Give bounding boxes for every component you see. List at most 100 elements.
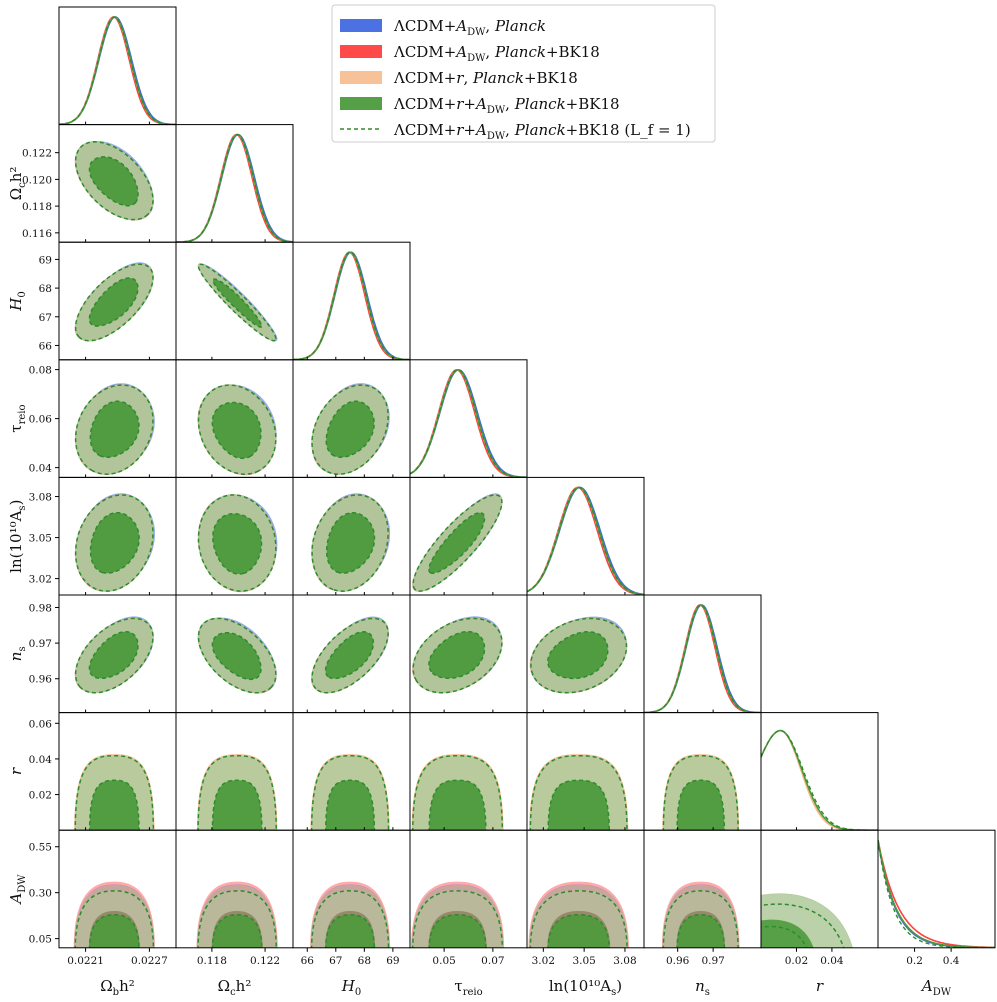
pdf-curve bbox=[293, 251, 410, 360]
contour-panel-r-vs-ombh2 bbox=[74, 754, 155, 831]
contour-68-green bbox=[89, 278, 138, 327]
pdf-curve bbox=[644, 604, 761, 713]
contour-68-green bbox=[429, 914, 486, 948]
legend-item: ΛCDM+ADW, Planck+BK18 bbox=[340, 43, 600, 64]
contour-panel-ns-vs-lnAs bbox=[529, 616, 628, 694]
x-tick-label: 0.0221 bbox=[67, 955, 104, 967]
contour-panel-r-vs-omch2 bbox=[197, 754, 278, 831]
contour-95-dashed bbox=[530, 617, 628, 694]
pdf-curve bbox=[293, 251, 410, 360]
contour-panel-r-vs-ns bbox=[662, 754, 740, 831]
contour-68-green bbox=[89, 780, 139, 831]
pdf-curve bbox=[293, 251, 410, 360]
x-axis-label-lnAs: ln(10¹⁰As) bbox=[549, 977, 622, 997]
x-tick-label: 68 bbox=[358, 955, 371, 967]
x-tick-label: 0.2 bbox=[906, 955, 923, 967]
contour-68-green bbox=[325, 631, 374, 679]
y-tick-label: 0.05 bbox=[29, 934, 52, 946]
y-tick-label: 0.122 bbox=[22, 148, 52, 160]
legend-item: ΛCDM+r, Planck+BK18 bbox=[340, 69, 578, 87]
x-tick-label: 69 bbox=[386, 955, 399, 967]
x-tick-label: 0.4 bbox=[943, 955, 960, 967]
contour-68-green bbox=[429, 780, 486, 831]
y-tick-label: 0.30 bbox=[29, 888, 52, 900]
contour-68-dashed bbox=[428, 913, 487, 948]
contour-68-green bbox=[213, 279, 262, 328]
contour-panel-ns-vs-ombh2 bbox=[74, 616, 154, 694]
y-tick-label: 0.120 bbox=[22, 174, 52, 186]
legend-item: ΛCDM+ADW, Planck bbox=[340, 17, 546, 38]
y-tick-label: 0.97 bbox=[29, 638, 52, 650]
contour-68-dashed bbox=[88, 630, 139, 680]
legend-swatch bbox=[340, 71, 382, 84]
contour-panel-tau_reio-vs-H0 bbox=[311, 383, 390, 475]
contour-68-green bbox=[326, 401, 375, 458]
pdf-curve bbox=[59, 16, 176, 125]
contour-68-dashed bbox=[325, 913, 376, 948]
x-tick-label: 67 bbox=[329, 955, 342, 967]
x-tick-label: 0.118 bbox=[197, 955, 227, 967]
contour-68-green bbox=[89, 914, 139, 948]
contour-68-dashed bbox=[761, 925, 808, 948]
pdf-curve bbox=[527, 486, 644, 595]
contour-panel-A_DW-vs-H0 bbox=[310, 881, 391, 948]
legend-item: ΛCDM+r+ADW, Planck+BK18 bbox=[340, 95, 620, 116]
contour-panel-H0-vs-ombh2 bbox=[74, 262, 154, 342]
pdf-curve bbox=[878, 840, 995, 948]
contour-68-green bbox=[90, 512, 140, 574]
pdf-curve bbox=[293, 251, 410, 360]
pdf-curve bbox=[176, 133, 293, 243]
contour-panel-r-vs-H0 bbox=[310, 754, 390, 831]
pdf-curve bbox=[644, 604, 761, 713]
pdf-curve bbox=[878, 840, 995, 948]
pdf-curve bbox=[761, 729, 878, 831]
contour-68-dashed bbox=[212, 278, 263, 328]
contour-68-dashed bbox=[325, 511, 376, 574]
legend-label: ΛCDM+ADW, Planck bbox=[393, 17, 546, 38]
contour-95-dashed bbox=[529, 754, 628, 831]
contour-95-dashed bbox=[197, 384, 277, 475]
pdf-curve bbox=[644, 604, 761, 713]
x-axis-label-ns: ns bbox=[695, 977, 710, 997]
y-tick-label: 0.98 bbox=[29, 602, 52, 614]
contour-68-dashed bbox=[547, 779, 610, 831]
y-tick-label: 3.08 bbox=[29, 492, 52, 504]
legend-swatch bbox=[340, 19, 382, 32]
contour-68-green bbox=[325, 914, 375, 948]
diag-panel-omch2 bbox=[176, 133, 293, 243]
diag-panel-ombh2 bbox=[59, 16, 176, 125]
pdf-curve bbox=[878, 840, 995, 948]
contour-68-green bbox=[212, 632, 261, 680]
panel-frame bbox=[292, 241, 411, 361]
y-axis-label-lnAs: ln(10¹⁰As) bbox=[7, 500, 28, 573]
contour-68-green bbox=[212, 513, 262, 574]
contour-68-dashed bbox=[88, 779, 140, 831]
x-tick-label: 0.07 bbox=[481, 955, 504, 967]
panel-frame bbox=[175, 124, 294, 243]
contour-68-dashed bbox=[211, 631, 262, 681]
y-tick-label: 0.06 bbox=[29, 414, 53, 426]
y-axis-label-r: r bbox=[7, 767, 25, 775]
pdf-curve bbox=[644, 604, 761, 713]
x-axis-label-H0: H0 bbox=[341, 977, 361, 997]
contour-68-dashed bbox=[212, 512, 263, 575]
pdf-curve bbox=[644, 604, 761, 713]
contour-68-dashed bbox=[428, 511, 486, 574]
pdf-curve bbox=[59, 16, 176, 125]
legend-frame bbox=[331, 4, 716, 143]
y-tick-label: 67 bbox=[39, 312, 52, 324]
contour-68-green bbox=[677, 914, 725, 948]
y-axis-label-A_DW: ADW bbox=[7, 874, 28, 906]
y-tick-label: 68 bbox=[39, 283, 52, 295]
contour-95-dashed bbox=[311, 494, 389, 592]
contour-68-dashed bbox=[676, 779, 726, 831]
contour-68-dashed bbox=[88, 156, 139, 207]
y-tick-label: 0.96 bbox=[29, 674, 53, 686]
contour-95-dashed bbox=[529, 890, 628, 948]
panel-frame bbox=[877, 829, 996, 949]
contour-95-dashed bbox=[74, 617, 154, 694]
contour-95-dashed bbox=[412, 617, 503, 694]
x-tick-label: 0.0227 bbox=[131, 955, 168, 967]
diag-panel-ns bbox=[644, 604, 761, 713]
